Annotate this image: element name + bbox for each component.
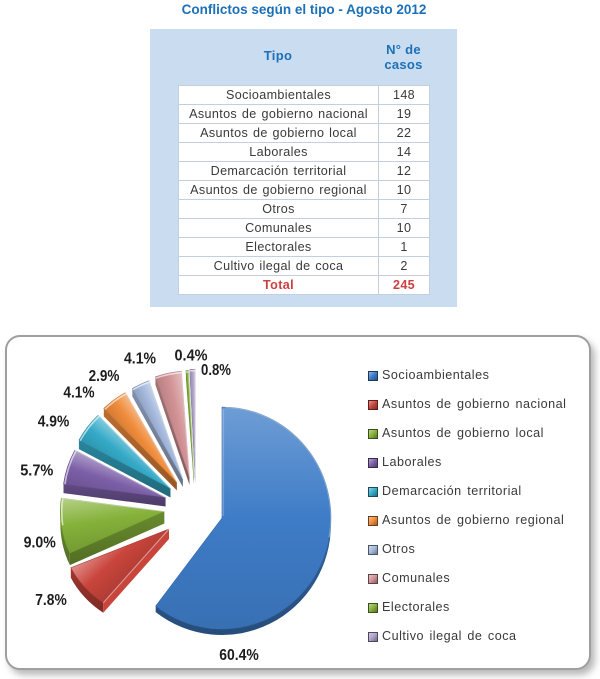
svg-text:4.9%: 4.9% xyxy=(38,414,70,431)
svg-text:9.0%: 9.0% xyxy=(24,535,56,552)
svg-text:60.4%: 60.4% xyxy=(219,647,259,664)
svg-text:4.1%: 4.1% xyxy=(124,351,156,368)
svg-text:5.7%: 5.7% xyxy=(20,463,53,480)
svg-text:4.1%: 4.1% xyxy=(63,385,94,402)
svg-text:0.4%: 0.4% xyxy=(175,348,208,365)
svg-text:2.9%: 2.9% xyxy=(89,368,120,385)
svg-text:0.8%: 0.8% xyxy=(201,362,231,379)
svg-text:7.8%: 7.8% xyxy=(35,592,67,609)
